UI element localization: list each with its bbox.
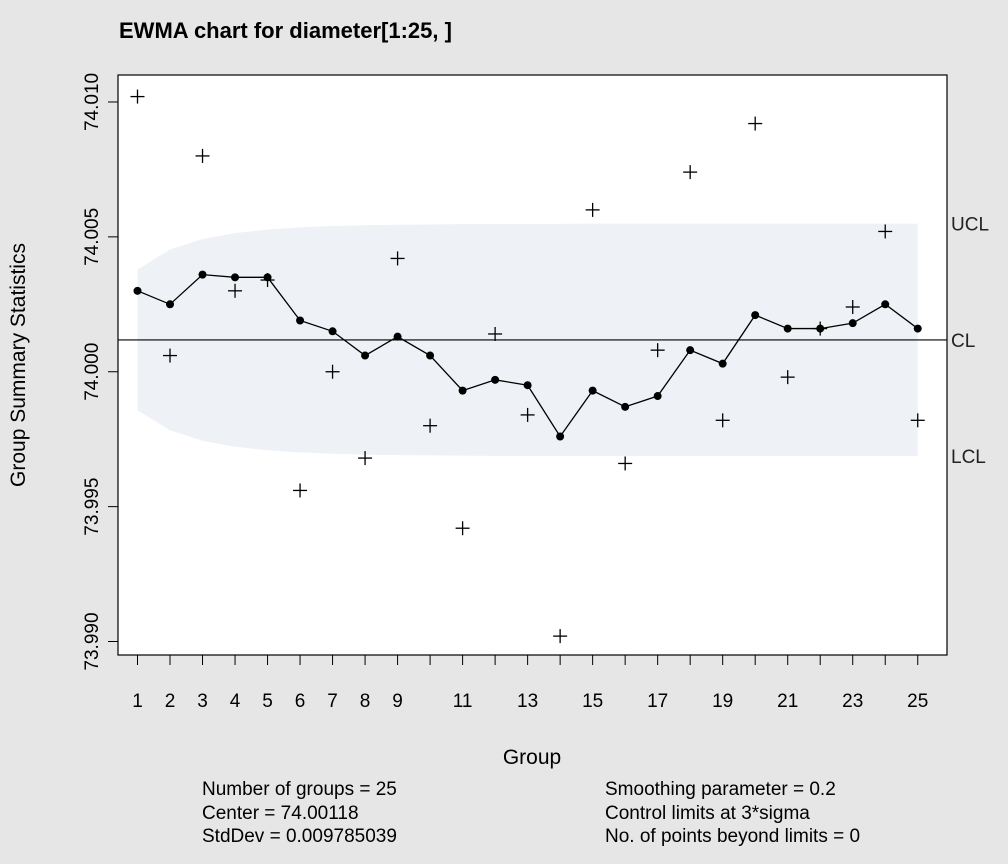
x-tick-label: 25 <box>907 691 928 712</box>
x-tick-label: 7 <box>327 691 338 712</box>
x-tick-label: 3 <box>197 691 208 712</box>
x-tick-label: 11 <box>453 691 473 712</box>
group-statistic-point <box>293 483 308 498</box>
x-tick-label: 23 <box>842 691 863 712</box>
group-statistic-point <box>813 321 828 336</box>
group-statistic-point <box>423 418 438 433</box>
group-statistic-point <box>390 251 405 266</box>
ewma-point <box>686 346 695 355</box>
group-statistic-point <box>260 273 275 288</box>
ewma-point <box>718 359 727 368</box>
group-statistic-point <box>455 521 470 536</box>
ewma-point <box>361 351 370 360</box>
group-statistic-point <box>358 451 373 466</box>
ewma-point <box>231 273 240 282</box>
x-tick-label: 6 <box>295 691 306 712</box>
y-axis-label: Group Summary Statistics <box>7 243 30 487</box>
ewma-point <box>458 386 467 395</box>
x-tick-label: 8 <box>360 691 371 712</box>
x-tick-label: 21 <box>777 691 798 712</box>
group-statistic-point <box>520 407 535 422</box>
y-tick-label: 73.990 <box>82 612 103 670</box>
chart-title: EWMA chart for diameter[1:25, ] <box>119 18 452 43</box>
ucl-label: UCL <box>951 215 989 236</box>
group-statistic-point <box>618 456 633 471</box>
group-statistic-point <box>780 370 795 385</box>
group-statistic-point <box>130 89 145 104</box>
x-tick-label: 15 <box>582 691 603 712</box>
x-tick-label: 9 <box>392 691 403 712</box>
ewma-point <box>328 327 337 336</box>
y-tick-label: 74.000 <box>82 343 103 401</box>
ewma-point <box>783 324 792 333</box>
x-tick-label: 17 <box>647 691 668 712</box>
group-statistic-point <box>163 348 178 363</box>
ewma-point <box>133 286 142 295</box>
stats-number-of-groups: Number of groups = 25 <box>202 779 397 800</box>
ewma-point <box>198 270 207 279</box>
stats-smoothing-parameter: Smoothing parameter = 0.2 <box>605 779 836 800</box>
group-statistic-point <box>650 343 665 358</box>
x-tick-label: 19 <box>712 691 733 712</box>
stats-control-limits: Control limits at 3*sigma <box>605 802 810 824</box>
group-statistic-point <box>228 283 243 298</box>
ewma-point <box>166 300 175 309</box>
y-tick-label: 74.010 <box>82 73 103 131</box>
x-axis-label: Group <box>503 746 561 769</box>
x-tick-label: 4 <box>230 691 241 712</box>
group-statistic-point <box>325 364 340 379</box>
x-tick-label: 1 <box>132 691 143 712</box>
ewma-point <box>393 332 402 341</box>
stats-right: Smoothing parameter = 0.2 Control limits… <box>605 778 860 849</box>
ewma-point <box>556 432 565 441</box>
ewma-point <box>848 319 857 328</box>
ewma-point <box>296 316 305 325</box>
group-statistic-point <box>715 413 730 428</box>
ewma-point <box>523 381 532 390</box>
x-tick-label: 2 <box>165 691 176 712</box>
group-statistic-point <box>585 202 600 217</box>
group-statistic-point <box>683 165 698 180</box>
ewma-point <box>653 392 662 401</box>
group-statistic-point <box>910 413 925 428</box>
ewma-point <box>588 386 597 395</box>
stats-stddev: StdDev = 0.009785039 <box>202 826 397 847</box>
stats-left: Number of groups = 25 Center = 74.00118 … <box>202 778 397 849</box>
group-statistic-point <box>553 629 568 644</box>
x-tick-label: 5 <box>262 691 273 712</box>
ewma-point <box>426 351 435 360</box>
ewma-point <box>751 311 760 320</box>
cl-label: CL <box>951 331 975 352</box>
ewma-point <box>621 402 630 411</box>
lcl-label: LCL <box>951 447 986 468</box>
stats-center: Center = 74.00118 <box>202 802 359 824</box>
y-tick-label: 74.005 <box>82 208 103 266</box>
group-statistic-point <box>488 326 503 341</box>
ewma-point <box>913 324 922 333</box>
y-tick-label: 73.995 <box>82 478 103 536</box>
stats-points-beyond-limits: No. of points beyond limits = 0 <box>605 826 861 847</box>
ewma-point <box>491 375 500 384</box>
ewma-point <box>881 300 890 309</box>
group-statistic-point <box>748 116 763 131</box>
group-statistic-point <box>195 148 210 163</box>
group-statistic-point <box>845 300 860 314</box>
x-tick-label: 13 <box>517 691 538 712</box>
group-statistic-point <box>878 224 893 239</box>
